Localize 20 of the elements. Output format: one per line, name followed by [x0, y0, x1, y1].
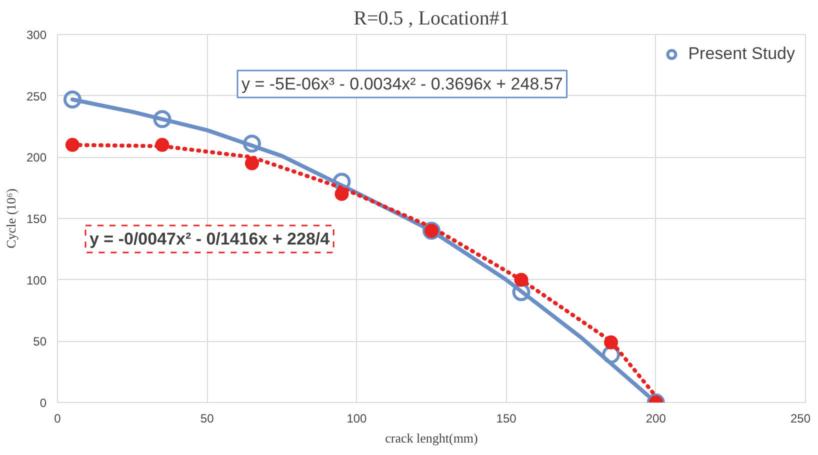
x-tick-label: 150	[496, 412, 517, 426]
y-tick-label: 200	[26, 150, 47, 165]
legend-label: Present Study	[688, 44, 795, 64]
y-tick-label: 150	[26, 212, 47, 226]
y-tick-label: 100	[26, 273, 47, 288]
y-tick-label: 250	[26, 89, 47, 104]
point	[244, 156, 259, 170]
y-tick-label: 300	[26, 28, 47, 42]
x-tick-label: 100	[346, 412, 368, 426]
annotation: y = -5E-06x³ - 0.0034x² - 0.3696x + 248.57	[242, 74, 563, 94]
x-tick-label: 250	[790, 412, 811, 426]
x-tick-label: 200	[646, 412, 666, 426]
chart-title: R=0.5 , Location#1	[354, 8, 510, 30]
x-tick-label: 50	[200, 412, 214, 426]
annotation: y = -0/0047x² - 0/1416x + 228/4	[90, 230, 330, 248]
y-tick-label: 0	[40, 396, 47, 410]
y-tick-label: 50	[33, 334, 47, 349]
x-tick-label: 0	[54, 412, 62, 426]
y-axis-title: Cycle (10⁶)	[3, 188, 18, 248]
x-axis-title: crack lenght(mm)	[385, 430, 478, 446]
